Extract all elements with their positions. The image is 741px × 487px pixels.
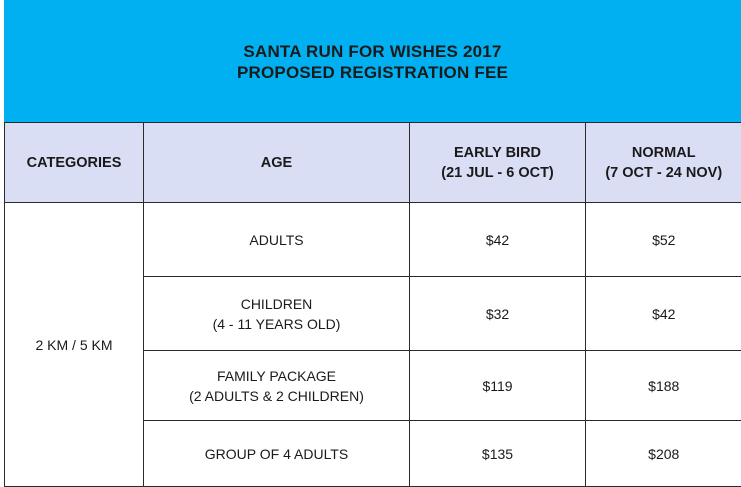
title-line-1: SANTA RUN FOR WISHES 2017 [243, 41, 501, 62]
normal-fee: $208 [586, 421, 741, 487]
header-early-bird-label: EARLY BIRD [410, 143, 585, 163]
header-row: CATEGORIES AGE EARLY BIRD (21 JUL - 6 OC… [5, 123, 741, 203]
header-age: AGE [144, 123, 410, 203]
header-early-bird: EARLY BIRD (21 JUL - 6 OCT) [410, 123, 586, 203]
early-bird-fee: $32 [410, 277, 586, 351]
normal-fee: $42 [586, 277, 741, 351]
age-sublabel: (2 ADULTS & 2 CHILDREN) [144, 386, 409, 406]
header-normal-dates: (7 OCT - 24 NOV) [586, 163, 741, 183]
normal-fee: $52 [586, 203, 741, 277]
early-bird-fee: $119 [410, 351, 586, 421]
table-row: 2 KM / 5 KM ADULTS $42 $52 [5, 203, 741, 277]
age-label: CHILDREN [144, 294, 409, 314]
header-normal-label: NORMAL [586, 143, 741, 163]
age-label: GROUP OF 4 ADULTS [144, 444, 409, 464]
normal-fee: $188 [586, 351, 741, 421]
age-cell: FAMILY PACKAGE (2 ADULTS & 2 CHILDREN) [144, 351, 410, 421]
age-cell: ADULTS [144, 203, 410, 277]
early-bird-fee: $42 [410, 203, 586, 277]
category-cell: 2 KM / 5 KM [5, 203, 144, 487]
registration-fee-table: CATEGORIES AGE EARLY BIRD (21 JUL - 6 OC… [4, 122, 741, 487]
age-sublabel: (4 - 11 YEARS OLD) [144, 314, 409, 334]
age-label: ADULTS [144, 230, 409, 250]
title-banner: SANTA RUN FOR WISHES 2017 PROPOSED REGIS… [4, 0, 741, 122]
age-cell: GROUP OF 4 ADULTS [144, 421, 410, 487]
header-categories: CATEGORIES [5, 123, 144, 203]
header-normal: NORMAL (7 OCT - 24 NOV) [586, 123, 741, 203]
age-cell: CHILDREN (4 - 11 YEARS OLD) [144, 277, 410, 351]
early-bird-fee: $135 [410, 421, 586, 487]
header-early-bird-dates: (21 JUL - 6 OCT) [410, 163, 585, 183]
title-line-2: PROPOSED REGISTRATION FEE [237, 62, 508, 83]
age-label: FAMILY PACKAGE [144, 366, 409, 386]
